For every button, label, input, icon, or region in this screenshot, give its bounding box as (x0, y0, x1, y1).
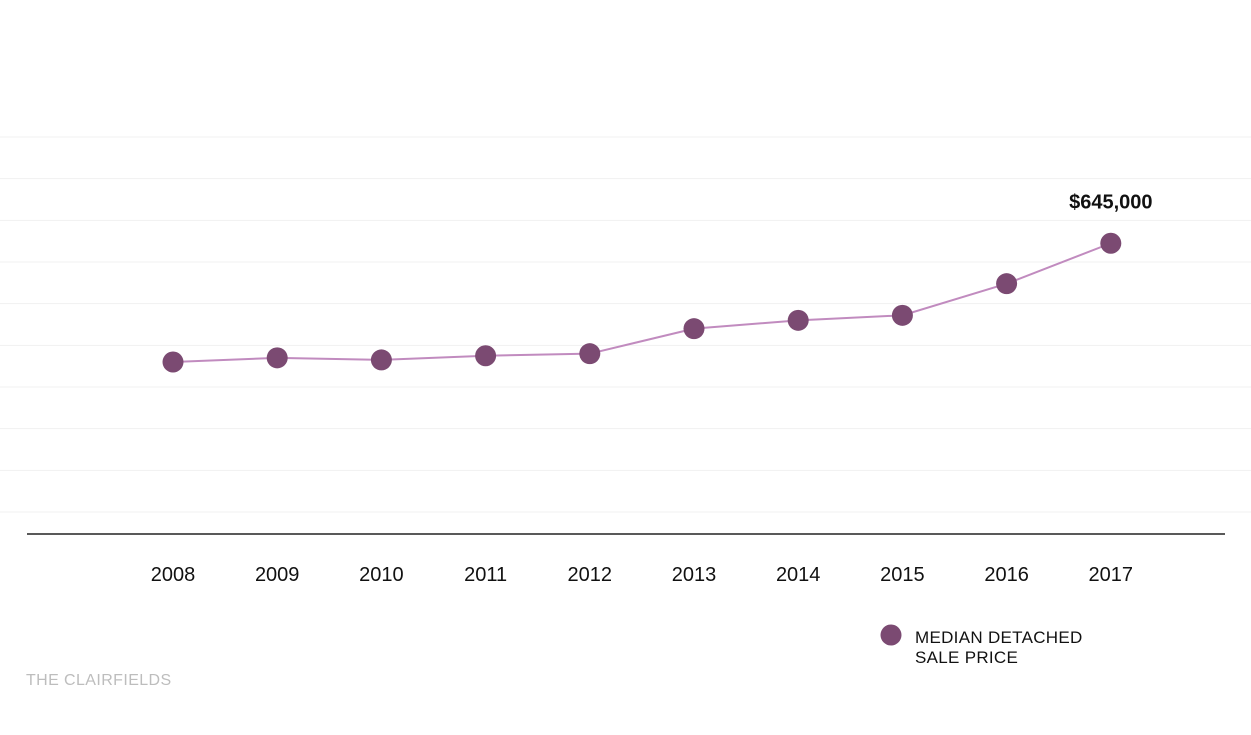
data-point (683, 318, 705, 340)
data-point (996, 273, 1018, 295)
x-tick-label: 2010 (359, 564, 404, 586)
series-median-detached-sale-price (162, 232, 1122, 373)
data-point (266, 347, 288, 369)
legend: MEDIAN DETACHED SALE PRICE (880, 624, 1083, 667)
watermark-text: THE CLAIRFIELDS (26, 672, 172, 689)
legend-label: MEDIAN DETACHED SALE PRICE (915, 628, 1083, 667)
x-tick-label: 2013 (672, 564, 717, 586)
data-point (1100, 232, 1122, 254)
data-point (370, 349, 392, 371)
x-tick-label: 2012 (568, 564, 613, 586)
data-point (579, 343, 601, 365)
data-point (787, 309, 809, 331)
x-tick-label: 2015 (880, 564, 925, 586)
x-axis: 2008 2009 2010 2011 2012 2013 2014 2015 2016 2017 (27, 533, 1225, 586)
series-line (172, 242, 1112, 363)
x-tick-label: 2017 (1089, 564, 1134, 586)
x-tick-label: 2011 (464, 564, 507, 586)
data-point (475, 345, 497, 367)
data-label: $645,000 (1069, 191, 1152, 213)
x-tick-label: 2016 (984, 564, 1029, 586)
x-tick-label: 2008 (151, 564, 196, 586)
data-point (162, 351, 184, 373)
x-tick-label: 2009 (255, 564, 300, 586)
gridlines (0, 136, 1251, 513)
legend-marker (880, 624, 902, 646)
data-labels: $645,000 (1069, 191, 1152, 213)
x-tick-label: 2014 (776, 564, 821, 586)
data-point (891, 304, 913, 326)
